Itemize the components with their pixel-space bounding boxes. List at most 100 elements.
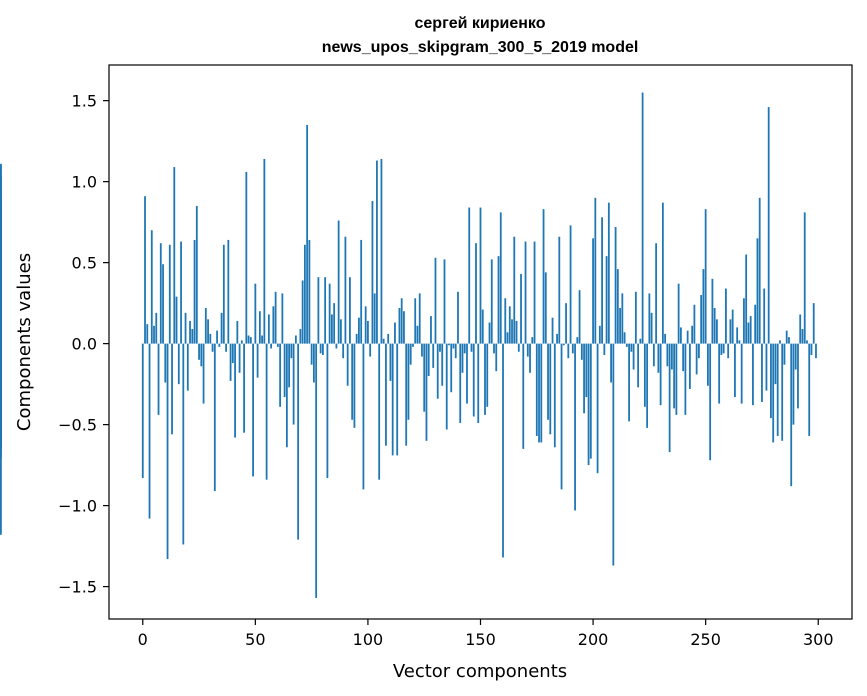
bar xyxy=(466,343,468,404)
bar xyxy=(148,343,151,519)
bar xyxy=(781,343,784,441)
bar xyxy=(195,205,198,344)
bar xyxy=(551,317,554,344)
bar xyxy=(247,335,250,344)
bar xyxy=(216,330,218,344)
bar xyxy=(650,312,653,344)
y-axis-ticks: −1.5 −1.0 −0.5 0.0 0.5 1.0 1.5 xyxy=(58,92,109,597)
bar xyxy=(603,343,606,355)
bar xyxy=(585,343,588,398)
y-tick-label: 1.0 xyxy=(72,173,97,192)
bar xyxy=(355,333,358,344)
bar xyxy=(698,343,700,359)
bar xyxy=(256,343,259,378)
bar xyxy=(321,343,324,355)
bar xyxy=(596,343,599,474)
bar xyxy=(770,343,772,419)
bar xyxy=(236,320,239,344)
bar xyxy=(168,244,171,344)
bar xyxy=(396,343,399,456)
bars-group xyxy=(0,92,817,598)
bar xyxy=(367,320,369,344)
bar xyxy=(792,343,795,425)
bar xyxy=(150,230,153,344)
bar xyxy=(358,317,360,344)
bar xyxy=(290,343,293,359)
bar xyxy=(538,343,540,443)
bar xyxy=(159,243,162,344)
bar xyxy=(707,343,709,386)
bar xyxy=(679,327,682,344)
bar xyxy=(281,293,284,344)
bar xyxy=(166,343,169,560)
x-tick-label: 250 xyxy=(690,630,721,649)
bar xyxy=(353,343,356,428)
bar xyxy=(335,343,338,349)
bar xyxy=(767,107,770,344)
bar xyxy=(288,343,291,388)
bar xyxy=(0,343,2,428)
bar xyxy=(612,343,615,566)
bar xyxy=(432,343,435,368)
bar xyxy=(481,309,484,344)
bar xyxy=(513,236,516,344)
bar xyxy=(360,239,363,344)
bar xyxy=(490,259,493,344)
bar xyxy=(274,291,277,344)
bar xyxy=(263,158,266,344)
bar xyxy=(299,329,302,344)
bar xyxy=(657,343,660,373)
bar xyxy=(258,311,261,344)
y-tick-label: 0.0 xyxy=(72,335,97,354)
bar xyxy=(734,343,736,398)
bar xyxy=(225,343,227,352)
bar xyxy=(725,288,727,344)
bar xyxy=(371,201,374,344)
bar xyxy=(261,335,263,344)
bar xyxy=(619,307,621,344)
bar xyxy=(731,309,734,344)
bar xyxy=(249,337,252,344)
bar xyxy=(308,239,311,344)
bar xyxy=(747,322,750,344)
bar xyxy=(808,343,811,436)
bar xyxy=(227,239,230,344)
bar xyxy=(450,343,453,393)
bar xyxy=(292,343,295,425)
bar xyxy=(716,319,718,344)
bar xyxy=(162,264,164,344)
bar xyxy=(213,343,216,492)
bar xyxy=(177,343,180,385)
bar xyxy=(682,343,685,372)
bar xyxy=(279,343,282,407)
bar xyxy=(623,332,626,344)
bar xyxy=(211,343,214,352)
bar xyxy=(684,343,687,415)
bar xyxy=(398,307,401,344)
bar xyxy=(220,312,223,344)
bar xyxy=(553,343,556,448)
bar xyxy=(369,343,372,357)
bar xyxy=(186,343,189,391)
bar xyxy=(529,343,531,373)
bar xyxy=(337,220,340,344)
bar xyxy=(391,343,394,456)
bar xyxy=(745,254,748,344)
bar xyxy=(209,333,212,344)
bar xyxy=(297,343,300,540)
bar xyxy=(677,283,680,344)
bar xyxy=(664,333,667,344)
bar xyxy=(331,314,333,344)
bar xyxy=(562,343,565,346)
bar xyxy=(549,343,552,435)
bar xyxy=(346,343,349,386)
x-tick-label: 200 xyxy=(578,630,609,649)
bar xyxy=(594,197,597,344)
bar xyxy=(598,325,601,344)
bar xyxy=(810,343,813,355)
bar xyxy=(479,207,482,344)
bar xyxy=(727,343,730,359)
bar xyxy=(788,337,790,344)
bar xyxy=(409,343,412,365)
